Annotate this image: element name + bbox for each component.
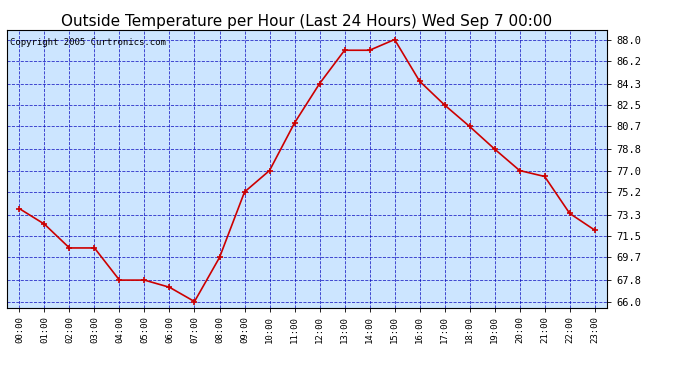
- Text: Copyright 2005 Curtronics.com: Copyright 2005 Curtronics.com: [10, 38, 166, 47]
- Title: Outside Temperature per Hour (Last 24 Hours) Wed Sep 7 00:00: Outside Temperature per Hour (Last 24 Ho…: [61, 14, 553, 29]
